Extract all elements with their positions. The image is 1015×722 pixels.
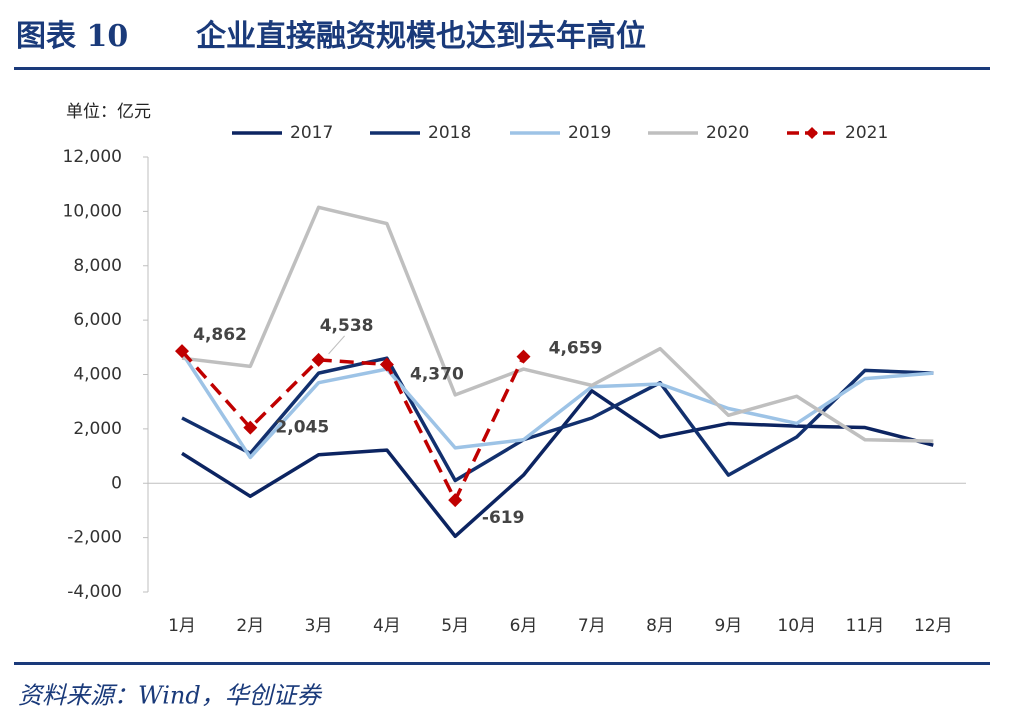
value-label: -619 [482, 508, 525, 528]
source: 资料来源：Wind，华创证券 [18, 682, 323, 710]
y-tick-label: -2,000 [67, 528, 122, 548]
y-tick-label: 12,000 [63, 147, 122, 167]
legend-marker [806, 127, 818, 139]
marker [516, 349, 531, 364]
x-tick-label: 7月 [578, 616, 606, 636]
x-tick-label: 6月 [510, 616, 538, 636]
legend-label: 2020 [706, 123, 749, 143]
marker [448, 493, 463, 508]
value-label: 4,370 [410, 364, 464, 384]
title-rule [14, 67, 990, 70]
x-tick-label: 8月 [646, 616, 674, 636]
series-line [181, 205, 934, 443]
leader [328, 335, 345, 355]
x-tick-label: 12月 [914, 616, 953, 636]
footer-rule [14, 662, 990, 665]
legend-label: 2017 [290, 123, 333, 143]
marker [379, 357, 394, 372]
value-label: 4,862 [193, 325, 247, 345]
chart-title: 企业直接融资规模也达到去年高位 [196, 19, 646, 54]
series-line [180, 349, 526, 502]
y-tick-label: 8,000 [73, 256, 122, 276]
series-line [181, 356, 934, 483]
y-tick-label: -4,000 [67, 582, 122, 602]
x-tick-label: 1月 [168, 616, 196, 636]
series-line [180, 351, 934, 460]
legend-label: 2021 [845, 123, 888, 143]
value-label: 2,045 [275, 418, 329, 438]
x-tick-label: 10月 [777, 616, 816, 636]
value-label: 4,538 [320, 316, 374, 336]
marker [311, 352, 326, 367]
figure-label: 图表 10 [16, 19, 128, 54]
x-tick-label: 9月 [714, 616, 742, 636]
x-tick-label: 2月 [236, 616, 264, 636]
y-tick-label: 0 [111, 473, 122, 493]
marker [243, 420, 258, 435]
x-tick-label: 5月 [441, 616, 469, 636]
legend-label: 2018 [428, 123, 471, 143]
x-tick-label: 11月 [846, 616, 885, 636]
y-tick-label: 2,000 [73, 419, 122, 439]
y-tick-label: 6,000 [73, 310, 122, 330]
y-tick-label: 10,000 [63, 201, 122, 221]
legend-label: 2019 [568, 123, 611, 143]
marker [175, 344, 189, 359]
x-tick-label: 4月 [373, 616, 401, 636]
unit-label: 单位：亿元 [66, 102, 151, 122]
value-label: 4,659 [549, 339, 603, 359]
y-tick-label: 4,000 [73, 365, 122, 385]
x-tick-label: 3月 [305, 616, 333, 636]
